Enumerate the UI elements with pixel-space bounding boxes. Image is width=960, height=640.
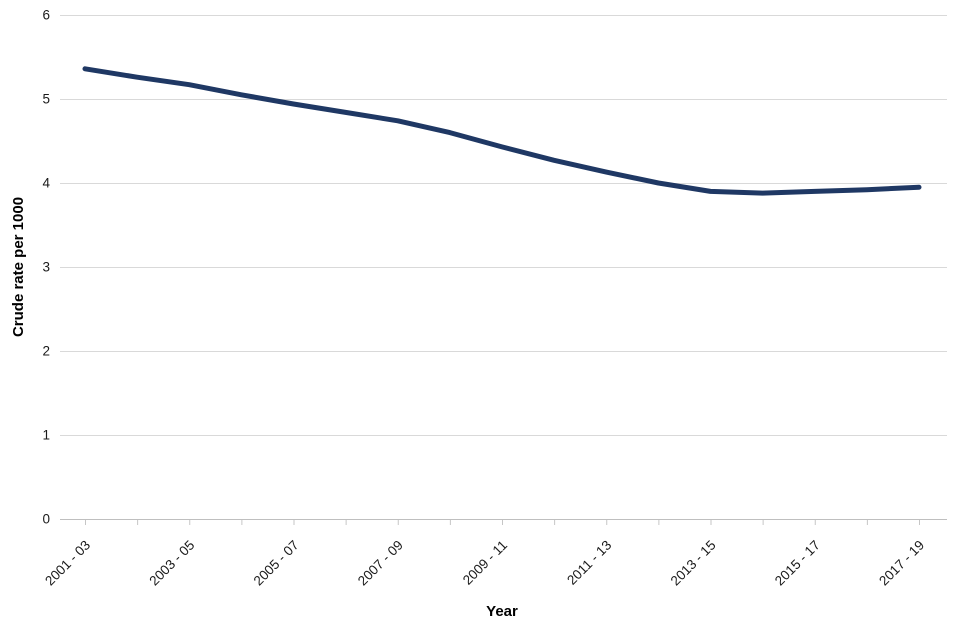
x-tick-label: 2011 - 13	[564, 538, 614, 588]
y-tick-label: 6	[42, 8, 50, 23]
x-tick-label: 2007 - 09	[355, 538, 406, 589]
axis-ticks-group	[60, 519, 947, 525]
data-line	[82, 66, 922, 196]
y-tick-label: 2	[42, 344, 50, 359]
y-tick-label: 5	[42, 92, 50, 107]
y-axis-title: Crude rate per 1000	[10, 197, 27, 337]
y-tick-label: 3	[42, 260, 50, 275]
x-tick-label: 2013 - 15	[668, 538, 719, 589]
y-tick-label: 4	[42, 176, 50, 191]
y-tick-label: 1	[42, 428, 50, 443]
gridlines-group	[60, 15, 947, 436]
x-tick-label: 2005 - 07	[251, 538, 302, 589]
x-tick-label: 2015 - 17	[772, 538, 823, 589]
axis-labels-group: 0 1 2 3 4 5 6 2001 - 03 2003 - 05 2005 - 07 2007 -…	[42, 8, 927, 589]
y-tick-label: 0	[42, 512, 50, 527]
data-series-group	[82, 66, 922, 196]
x-tick-label: 2017 - 19	[876, 538, 927, 589]
x-axis-title: Year	[486, 603, 518, 620]
x-tick-label: 2001 - 03	[42, 538, 93, 589]
x-tick-label: 2003 - 05	[146, 538, 197, 589]
x-tick-label: 2009 - 11	[460, 538, 510, 588]
